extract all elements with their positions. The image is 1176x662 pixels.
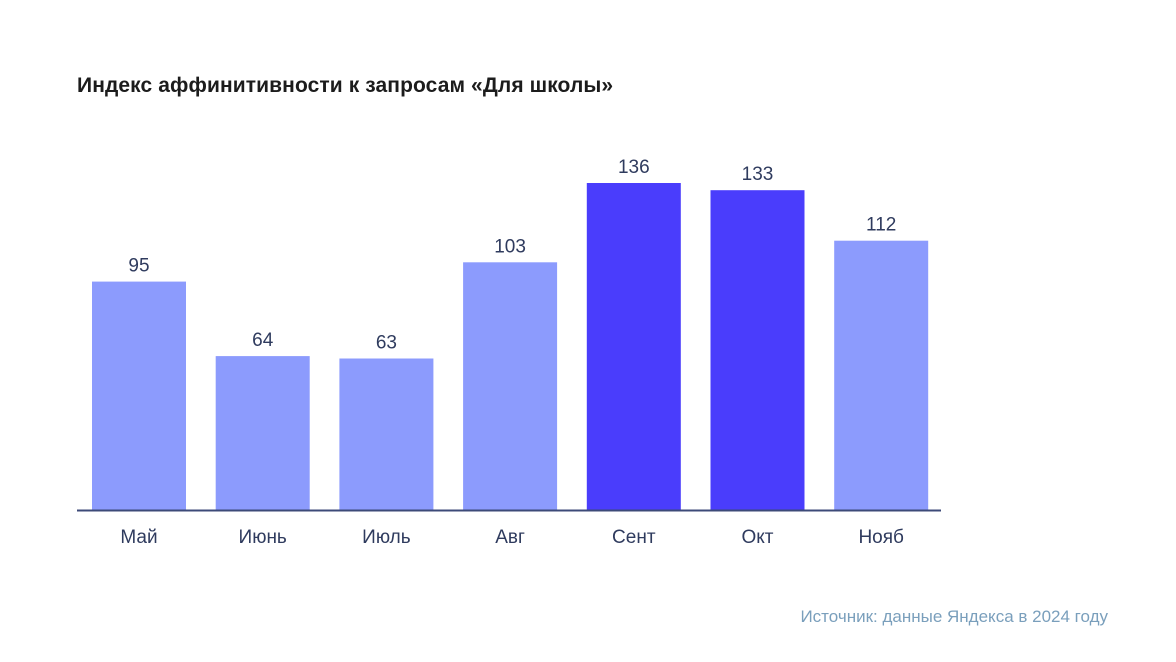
category-label-4: Сент — [612, 527, 656, 548]
value-label-4: 136 — [618, 157, 650, 178]
category-label-2: Июль — [362, 527, 411, 548]
bar-1 — [215, 356, 310, 510]
bar-5 — [710, 190, 805, 510]
value-label-5: 133 — [742, 164, 774, 185]
value-label-1: 64 — [252, 330, 274, 351]
category-label-3: Авг — [495, 527, 525, 548]
bar-4 — [586, 183, 681, 510]
bar-3 — [463, 262, 558, 510]
bar-0 — [92, 281, 186, 510]
value-label-0: 95 — [128, 256, 149, 277]
chart-title: Индекс аффинитивности к запросам «Для шк… — [77, 74, 614, 97]
value-label-2: 63 — [376, 333, 397, 354]
value-label-3: 103 — [494, 236, 526, 257]
value-label-6: 112 — [866, 215, 896, 236]
category-label-0: Май — [120, 527, 157, 548]
category-label-5: Окт — [741, 527, 773, 548]
category-label-1: Июнь — [239, 527, 287, 548]
bar-6 — [834, 240, 929, 510]
category-label-6: Нояб — [858, 527, 904, 548]
source-note: Источник: данные Яндекса в 2024 году — [800, 607, 1108, 626]
bar-2 — [339, 358, 434, 510]
